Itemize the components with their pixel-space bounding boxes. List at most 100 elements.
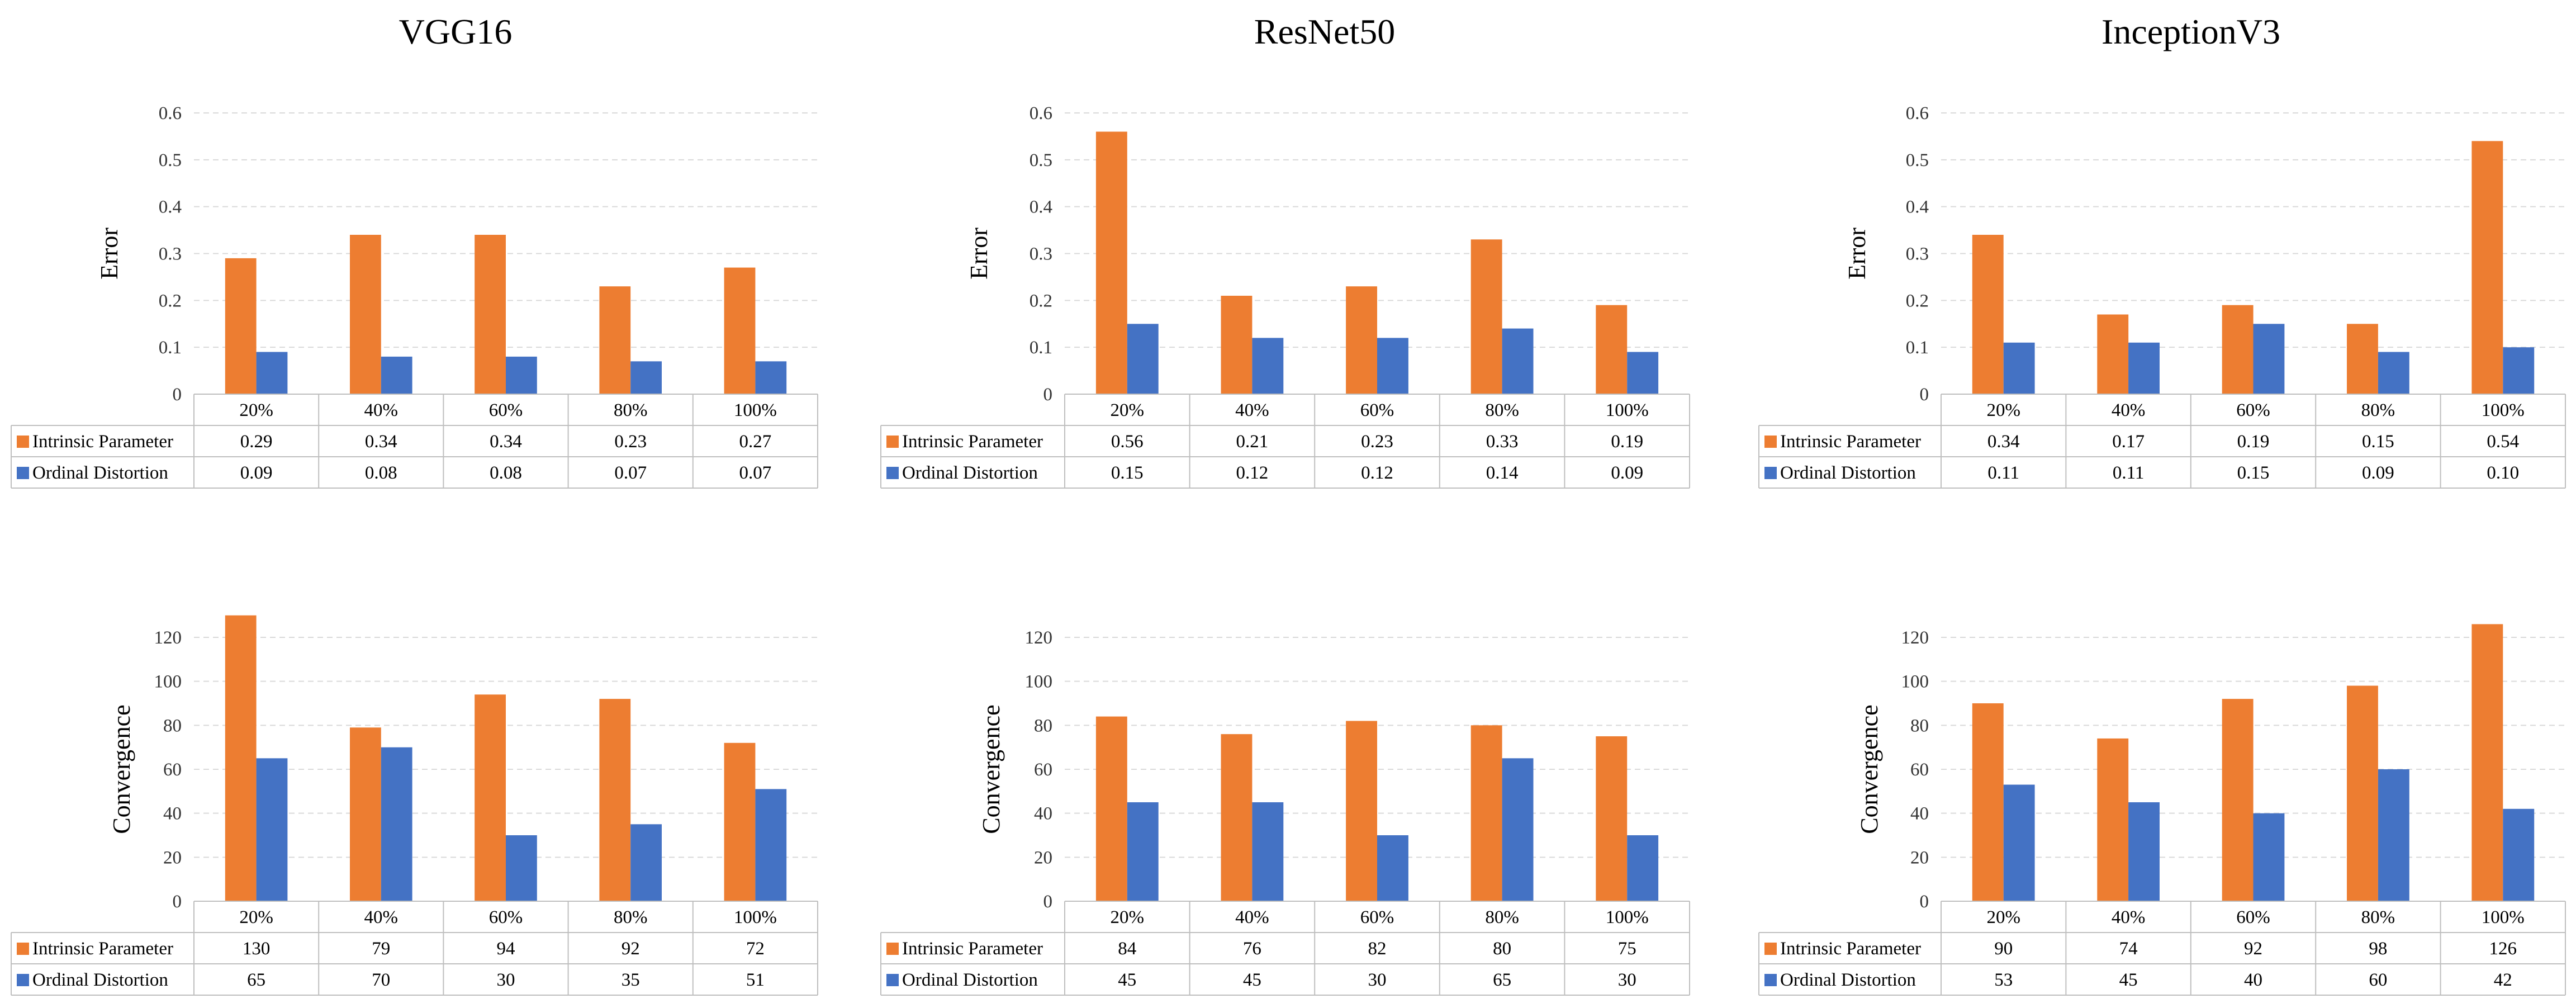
bar-intrinsic (2347, 324, 2378, 395)
y-tick-label: 60 (1910, 760, 1929, 780)
bar-ordinal (381, 747, 412, 901)
category-label: 60% (2236, 907, 2270, 927)
legend-swatch-intrinsic (886, 943, 899, 955)
data-value-intrinsic: 0.23 (614, 432, 647, 452)
y-axis-label: Convergence (108, 704, 135, 834)
bar-intrinsic (1095, 131, 1127, 394)
bar-ordinal (1627, 352, 1659, 394)
data-value-ordinal: 0.10 (2487, 463, 2519, 483)
bar-intrinsic (475, 694, 506, 901)
y-tick-label: 0.6 (159, 103, 182, 124)
data-value-intrinsic: 75 (1618, 939, 1636, 959)
category-label: 60% (489, 400, 523, 420)
legend-label-intrinsic: Intrinsic Parameter (32, 939, 173, 959)
category-label: 20% (1111, 907, 1145, 927)
data-value-intrinsic: 72 (746, 939, 765, 959)
bar-intrinsic (2222, 699, 2254, 901)
data-value-ordinal: 0.09 (240, 463, 273, 483)
bar-intrinsic (1346, 286, 1377, 394)
category-label: 80% (614, 400, 648, 420)
data-value-ordinal: 60 (2369, 970, 2387, 990)
category-label: 80% (614, 907, 648, 927)
bar-intrinsic (1095, 716, 1127, 901)
data-value-ordinal: 30 (1368, 970, 1387, 990)
data-value-ordinal: 0.12 (1361, 463, 1393, 483)
y-tick-label: 0 (1043, 385, 1053, 405)
data-value-ordinal: 0.12 (1236, 463, 1269, 483)
data-value-ordinal: 0.08 (365, 463, 397, 483)
data-value-intrinsic: 92 (622, 939, 640, 959)
y-tick-label: 0 (1043, 892, 1053, 912)
bar-intrinsic (350, 727, 381, 901)
y-tick-label: 0 (173, 385, 182, 405)
title-inceptionv3: InceptionV3 (2101, 12, 2280, 51)
category-label: 20% (1986, 907, 2020, 927)
legend-label-ordinal: Ordinal Distortion (902, 970, 1038, 990)
y-tick-label: 0.4 (159, 197, 182, 217)
data-value-intrinsic: 98 (2369, 939, 2387, 959)
data-value-intrinsic: 0.54 (2487, 432, 2519, 452)
bar-intrinsic (225, 258, 257, 394)
data-value-ordinal: 30 (1618, 970, 1636, 990)
y-tick-label: 120 (1025, 628, 1053, 648)
y-axis-label: Error (965, 228, 993, 280)
data-value-intrinsic: 130 (243, 939, 271, 959)
bar-intrinsic (1972, 235, 2004, 394)
bar-ordinal (1502, 758, 1534, 901)
data-value-intrinsic: 79 (372, 939, 390, 959)
category-label: 100% (734, 400, 777, 420)
bar-ordinal (2378, 352, 2409, 394)
chart-0: 0 0.1 0.2 0.3 0.4 0.5 0.6 Error 20% 40% 60% 80% 100%… (11, 103, 818, 489)
category-label: 40% (364, 907, 399, 927)
category-label: 20% (1986, 400, 2020, 420)
bar-ordinal (506, 356, 537, 394)
bar-ordinal (1502, 328, 1534, 394)
y-tick-label: 0 (173, 892, 182, 912)
category-label: 40% (2112, 400, 2146, 420)
legend-swatch-intrinsic (1764, 943, 1777, 955)
data-value-ordinal: 0.09 (1611, 463, 1643, 483)
bar-ordinal (1127, 324, 1159, 395)
data-value-ordinal: 0.07 (739, 463, 772, 483)
legend-swatch-intrinsic (17, 943, 29, 955)
category-label: 80% (2361, 400, 2395, 420)
data-value-intrinsic: 90 (1994, 939, 2013, 959)
data-value-ordinal: 0.08 (490, 463, 522, 483)
data-value-intrinsic: 0.34 (1987, 432, 2020, 452)
title-resnet50: ResNet50 (1254, 12, 1395, 51)
y-tick-label: 0.2 (1906, 291, 1929, 311)
category-label: 40% (1235, 400, 1269, 420)
category-label: 100% (1606, 400, 1649, 420)
bar-ordinal (1377, 835, 1408, 901)
y-tick-label: 0.3 (159, 244, 182, 264)
bar-intrinsic (2347, 685, 2378, 901)
bar-intrinsic (225, 615, 257, 901)
legend-swatch-intrinsic (886, 436, 899, 448)
bar-ordinal (381, 356, 412, 394)
bar-intrinsic (724, 742, 756, 901)
y-tick-label: 100 (154, 672, 182, 692)
bar-ordinal (256, 352, 288, 394)
y-tick-label: 0.1 (1906, 338, 1929, 358)
data-value-intrinsic: 126 (2489, 939, 2517, 959)
bar-ordinal (1252, 802, 1284, 901)
chart-1: 0 0.1 0.2 0.3 0.4 0.5 0.6 Error 20% 40% 60% 80% 100%… (880, 103, 1690, 489)
y-tick-label: 0.5 (1906, 150, 1929, 171)
legend-label-ordinal: Ordinal Distortion (32, 970, 168, 990)
data-value-intrinsic: 0.56 (1111, 432, 1144, 452)
category-label: 100% (2482, 907, 2525, 927)
data-value-ordinal: 45 (2119, 970, 2138, 990)
legend-swatch-ordinal (886, 467, 899, 479)
bar-intrinsic (1470, 239, 1502, 394)
bar-intrinsic (599, 699, 631, 901)
bar-ordinal (2503, 808, 2535, 901)
y-tick-label: 0.4 (1906, 197, 1929, 217)
data-value-ordinal: 51 (746, 970, 765, 990)
bar-ordinal (630, 824, 662, 901)
legend-label-ordinal: Ordinal Distortion (32, 463, 168, 483)
data-value-ordinal: 40 (2244, 970, 2262, 990)
data-value-intrinsic: 0.19 (2237, 432, 2270, 452)
legend-label-intrinsic: Intrinsic Parameter (1780, 939, 1921, 959)
legend-label-ordinal: Ordinal Distortion (902, 463, 1038, 483)
category-label: 20% (239, 907, 273, 927)
